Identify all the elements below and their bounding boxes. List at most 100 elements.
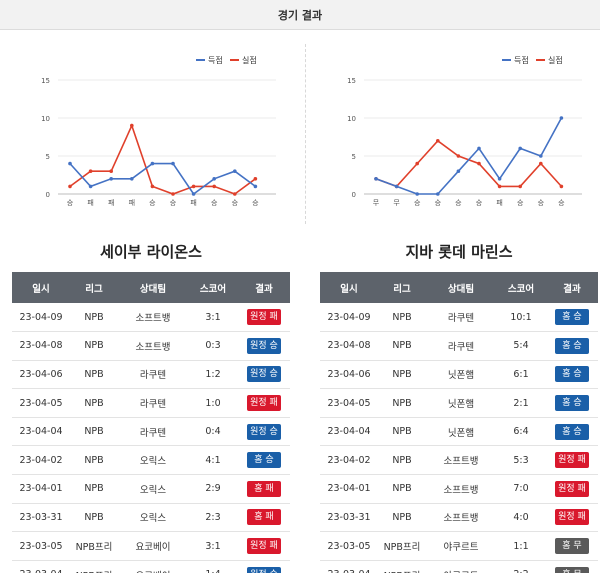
data-point-score	[150, 161, 155, 166]
data-point-score	[518, 146, 522, 151]
data-point-score	[559, 116, 564, 120]
cell-date: 23-04-06	[320, 360, 378, 390]
y-tick-label: 5	[46, 153, 50, 161]
data-point-allowed	[109, 169, 113, 173]
seibu-chart-svg: 득점 실점 0 5 10 15 승 패 패 패 승 승 패 승 승 승	[41, 55, 276, 207]
table-row[interactable]: 23-04-09 NPB 라쿠텐 10:1 홈 승	[320, 303, 598, 333]
table-row[interactable]: 23-04-06 NPB 닛폰햄 6:1 홈 승	[320, 360, 598, 390]
cell-opponent: 요코베이	[118, 531, 188, 561]
data-point-allowed	[559, 184, 564, 189]
team-title-seibu: 세이부 라이온스	[100, 243, 202, 261]
series-line-score	[375, 117, 563, 195]
cell-score: 2:3	[188, 503, 238, 533]
table-row[interactable]: 23-03-31 NPB 소프트뱅 4:0 원정 패	[320, 503, 598, 533]
data-point-score	[394, 184, 399, 189]
cell-score: 1:4	[188, 560, 238, 573]
table-row[interactable]: 23-04-01 NPB 오릭스 2:9 홈 패	[12, 474, 290, 504]
cell-opponent: 소프트뱅	[118, 331, 188, 361]
column-header: 상대팀	[118, 272, 188, 303]
data-point-allowed	[130, 123, 134, 128]
cell-result: 홈 승	[546, 331, 598, 361]
table-row[interactable]: 23-04-05 NPB 라쿠텐 1:0 원정 패	[12, 388, 290, 418]
cell-opponent: 요코베이	[118, 560, 188, 573]
cell-opponent: 오릭스	[118, 445, 188, 476]
cell-league: NPB프리	[70, 531, 118, 561]
cell-date: 23-03-05	[320, 531, 378, 561]
legend-label: 득점	[208, 55, 223, 65]
cell-league: NPB	[378, 360, 426, 390]
column-header: 일시	[12, 272, 70, 303]
legend-label: 득점	[514, 55, 529, 65]
y-tick-label: 5	[352, 153, 356, 161]
cell-date: 23-04-04	[12, 417, 70, 447]
table-row[interactable]: 23-04-04 NPB 라쿠텐 0:4 원정 승	[12, 417, 290, 447]
table-row[interactable]: 23-03-05 NPB프리 야쿠르트 1:1 홈 무	[320, 531, 598, 561]
cell-score: 4:1	[188, 445, 238, 476]
cell-opponent: 라쿠텐	[426, 303, 496, 333]
cell-league: NPB	[70, 388, 118, 418]
data-point-score	[497, 177, 502, 181]
cell-score: 7:0	[496, 474, 546, 504]
cell-league: NPB프리	[70, 560, 118, 573]
data-point-score	[191, 192, 196, 196]
lotte-chart-svg: 득점 실점 0 5 10 15 무 무 승 승 승 승 패 승 승 승	[347, 55, 582, 207]
cell-result: 홈 패	[238, 474, 290, 504]
series-line-allowed	[375, 139, 562, 188]
cell-opponent: 닛폰햄	[426, 388, 496, 418]
cell-date: 23-04-06	[12, 360, 70, 390]
data-point-allowed	[233, 192, 237, 196]
cell-league: NPB	[70, 360, 118, 390]
x-tick-label: 패	[87, 198, 93, 207]
table-row[interactable]: 23-04-08 NPB 소프트뱅 0:3 원정 승	[12, 331, 290, 361]
x-tick-label: 패	[190, 198, 196, 207]
cell-opponent: 라쿠텐	[118, 417, 188, 447]
result-badge: 원정 승	[247, 366, 281, 383]
data-point-score	[539, 154, 543, 158]
column-header: 스코어	[496, 272, 546, 303]
cell-date: 23-04-05	[12, 388, 70, 418]
result-badge: 원정 패	[555, 452, 589, 469]
cell-date: 23-04-01	[12, 474, 70, 504]
cell-opponent: 닛폰햄	[426, 360, 496, 390]
table-row[interactable]: 23-04-05 NPB 닛폰햄 2:1 홈 승	[320, 388, 598, 418]
y-tick-label: 10	[347, 115, 356, 123]
result-badge: 원정 패	[555, 480, 589, 497]
page-title: 경기 결과	[277, 8, 323, 22]
table-row[interactable]: 23-04-02 NPB 오릭스 4:1 홈 승	[12, 445, 290, 476]
table-row[interactable]: 23-03-04NPB프리야쿠르트2:2 홈 무	[320, 560, 598, 573]
result-badge: 원정 패	[247, 309, 281, 326]
table-row[interactable]: 23-03-04NPB프리요코베이1:4 원정 승	[12, 560, 290, 573]
table-row[interactable]: 23-04-09 NPB 소프트뱅 3:1 원정 패	[12, 303, 290, 333]
x-tick-label: 승	[252, 199, 259, 207]
cell-date: 23-03-05	[12, 531, 70, 561]
cell-result: 홈 승	[546, 360, 598, 390]
x-tick-label: 무	[393, 199, 400, 207]
table-row[interactable]: 23-04-04 NPB 닛폰햄 6:4 홈 승	[320, 417, 598, 447]
cell-score: 3:1	[188, 531, 238, 561]
table-row[interactable]: 23-04-08 NPB 라쿠텐 5:4 홈 승	[320, 331, 598, 361]
cell-date: 23-04-04	[320, 417, 378, 447]
y-tick-label: 0	[46, 191, 50, 199]
data-point-score	[233, 169, 237, 173]
y-tick-label: 15	[347, 77, 356, 85]
table-header-row: 일시 리그 상대팀 스코어 결과	[12, 272, 290, 303]
data-point-allowed	[415, 161, 419, 166]
x-tick-label: 무	[373, 199, 380, 207]
data-point-score	[477, 146, 481, 151]
table-row[interactable]: 23-04-01 NPB 소프트뱅 7:0 원정 패	[320, 474, 598, 504]
cell-result: 원정 패	[546, 503, 598, 533]
cell-score: 3:1	[188, 303, 238, 333]
data-point-score	[374, 177, 378, 181]
column-header: 리그	[70, 272, 118, 303]
table-row[interactable]: 23-03-05 NPB프리 요코베이 3:1 원정 패	[12, 531, 290, 561]
column-header: 결과	[238, 272, 290, 303]
table-row[interactable]: 23-04-06 NPB 라쿠텐 1:2 원정 승	[12, 360, 290, 390]
result-badge: 홈 패	[247, 480, 281, 497]
cell-league: NPB	[378, 474, 426, 504]
table-row[interactable]: 23-04-02 NPB 소프트뱅 5:3 원정 패	[320, 445, 598, 476]
cell-date: 23-04-08	[12, 331, 70, 361]
x-tick-label: 승	[455, 199, 462, 207]
data-point-score	[415, 192, 419, 196]
cell-date: 23-04-02	[320, 445, 378, 476]
table-row[interactable]: 23-03-31 NPB 오릭스 2:3 홈 패	[12, 503, 290, 533]
